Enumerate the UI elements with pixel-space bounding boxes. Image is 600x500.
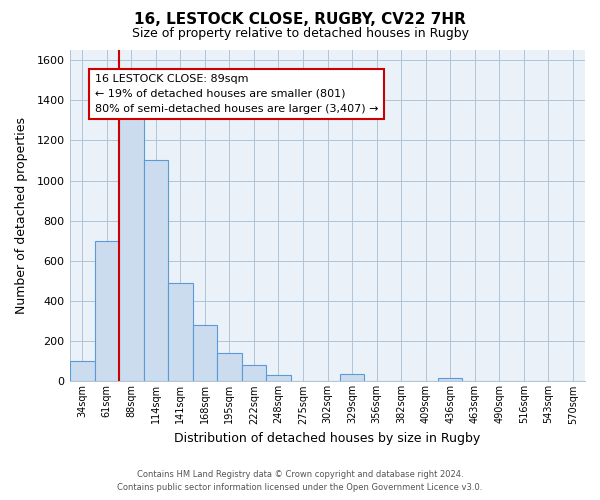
- Bar: [168, 283, 193, 382]
- X-axis label: Distribution of detached houses by size in Rugby: Distribution of detached houses by size …: [175, 432, 481, 445]
- Bar: [193, 325, 217, 382]
- Text: 16, LESTOCK CLOSE, RUGBY, CV22 7HR: 16, LESTOCK CLOSE, RUGBY, CV22 7HR: [134, 12, 466, 28]
- Bar: [95, 241, 119, 382]
- Bar: [119, 112, 143, 382]
- Text: Size of property relative to detached houses in Rugby: Size of property relative to detached ho…: [131, 28, 469, 40]
- Bar: [266, 376, 291, 382]
- Bar: [340, 374, 364, 382]
- Bar: [143, 160, 168, 382]
- Y-axis label: Number of detached properties: Number of detached properties: [15, 117, 28, 314]
- Bar: [70, 362, 95, 382]
- Bar: [242, 366, 266, 382]
- Text: 16 LESTOCK CLOSE: 89sqm
← 19% of detached houses are smaller (801)
80% of semi-d: 16 LESTOCK CLOSE: 89sqm ← 19% of detache…: [95, 74, 378, 114]
- Text: Contains HM Land Registry data © Crown copyright and database right 2024.
Contai: Contains HM Land Registry data © Crown c…: [118, 470, 482, 492]
- Bar: [217, 354, 242, 382]
- Bar: [438, 378, 463, 382]
